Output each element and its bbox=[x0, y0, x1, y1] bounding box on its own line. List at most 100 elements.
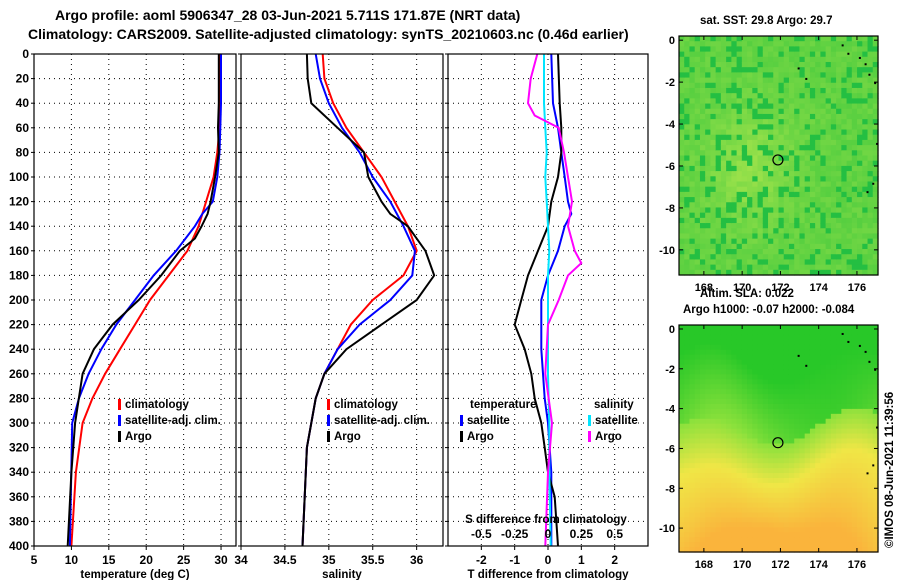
map-cell bbox=[788, 453, 795, 459]
map-cell bbox=[694, 418, 701, 425]
map-cell bbox=[815, 329, 821, 336]
map-cell bbox=[815, 473, 821, 479]
map-cell bbox=[689, 155, 696, 162]
map-cell bbox=[715, 344, 722, 351]
map-cell bbox=[862, 207, 869, 214]
map-cell bbox=[705, 228, 712, 235]
map-cell bbox=[794, 259, 801, 266]
map-cell bbox=[830, 334, 837, 341]
map-cell bbox=[720, 448, 727, 454]
map-cell bbox=[689, 51, 696, 58]
map-cell bbox=[830, 36, 837, 42]
map-cell bbox=[783, 233, 790, 240]
map-cell bbox=[788, 374, 795, 380]
map-cell bbox=[768, 349, 774, 356]
map-cell bbox=[747, 359, 753, 366]
map-cell bbox=[752, 155, 759, 162]
map-cell bbox=[762, 72, 769, 79]
depth-axis-labels: 0204060801001201401601802002202402602803… bbox=[9, 47, 29, 553]
x-tick-label: 5 bbox=[31, 553, 38, 567]
map-cell bbox=[736, 254, 743, 261]
map-cell bbox=[788, 61, 795, 68]
map-cell bbox=[773, 433, 780, 440]
map-cell bbox=[783, 228, 790, 235]
map-cell bbox=[815, 119, 821, 125]
map-cell bbox=[783, 61, 790, 68]
map-cell bbox=[830, 374, 837, 380]
map-cell bbox=[757, 463, 764, 469]
map-cell bbox=[867, 547, 874, 553]
map-cell bbox=[699, 233, 706, 240]
map-cell bbox=[841, 191, 848, 198]
map-cell bbox=[773, 354, 780, 361]
map-cell bbox=[720, 150, 727, 157]
map-cell bbox=[778, 379, 785, 385]
map-cell bbox=[841, 145, 848, 151]
map-cell bbox=[825, 354, 832, 361]
map-cell bbox=[699, 46, 706, 53]
map-cell bbox=[694, 517, 701, 523]
map-cell bbox=[815, 41, 821, 47]
map-cell bbox=[836, 522, 842, 528]
map-cell bbox=[710, 93, 717, 99]
map-cell bbox=[830, 56, 837, 63]
map-cell bbox=[794, 349, 801, 356]
map-cell bbox=[741, 537, 748, 543]
map-cell bbox=[773, 191, 780, 198]
map-cell bbox=[778, 197, 785, 203]
map-cell bbox=[726, 217, 732, 224]
map-cell bbox=[699, 374, 706, 380]
map-cell bbox=[794, 428, 801, 435]
map-cell bbox=[752, 334, 759, 341]
map-cell bbox=[857, 512, 863, 519]
map-cell bbox=[679, 428, 685, 435]
map-cell bbox=[699, 93, 706, 99]
map-cell bbox=[794, 171, 801, 177]
map-cell bbox=[794, 325, 801, 331]
map-cell bbox=[684, 36, 691, 42]
map-cell bbox=[705, 339, 712, 346]
map-cell bbox=[846, 202, 853, 209]
map-cell bbox=[689, 537, 696, 543]
map-cell bbox=[747, 537, 753, 543]
secondary-tick-label: -0.25 bbox=[501, 527, 529, 541]
map-cell bbox=[846, 176, 853, 183]
map-cell bbox=[825, 139, 832, 146]
depth-tick-label: 380 bbox=[9, 514, 29, 528]
map-cell bbox=[705, 197, 712, 203]
map-cell bbox=[846, 438, 853, 445]
map-cell bbox=[857, 433, 863, 440]
map-cell bbox=[684, 325, 691, 331]
map-cell bbox=[783, 82, 790, 89]
map-cell bbox=[752, 217, 759, 224]
map-cell bbox=[799, 233, 806, 240]
map-cell bbox=[857, 507, 863, 514]
map-cell bbox=[768, 93, 774, 99]
map-cell bbox=[741, 243, 748, 250]
map-cell bbox=[689, 532, 696, 538]
map-cell bbox=[820, 150, 827, 157]
map-cell bbox=[778, 512, 785, 519]
map-cell bbox=[747, 532, 753, 538]
map-cell bbox=[836, 408, 842, 415]
map-cell bbox=[715, 547, 722, 553]
map-cell bbox=[857, 207, 863, 214]
map-cell bbox=[862, 532, 869, 538]
map-cell bbox=[778, 334, 785, 341]
map-cell bbox=[809, 165, 816, 172]
map-cell bbox=[705, 359, 712, 366]
map-cell bbox=[747, 124, 753, 131]
map-cell bbox=[731, 413, 738, 420]
map-cell bbox=[867, 438, 874, 445]
map-cell bbox=[830, 527, 837, 533]
map-cell bbox=[857, 124, 863, 131]
map-cell bbox=[752, 98, 759, 105]
map-cell bbox=[741, 212, 748, 219]
map-cell bbox=[851, 228, 858, 235]
map-cell bbox=[825, 165, 832, 172]
map-cell bbox=[820, 433, 827, 440]
map-cell bbox=[736, 334, 743, 341]
map-cell bbox=[736, 384, 743, 390]
map-cell bbox=[804, 354, 811, 361]
map-cell bbox=[825, 103, 832, 110]
